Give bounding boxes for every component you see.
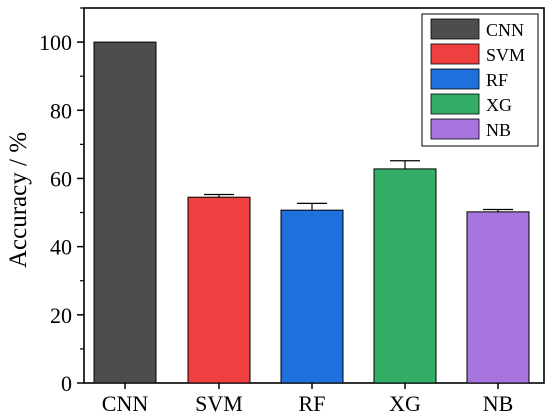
bar-svm — [187, 196, 251, 384]
legend-label-svm: SVM — [486, 45, 525, 65]
y-axis-title: Accuracy / % — [5, 132, 32, 268]
bar-cnn — [93, 41, 157, 384]
x-tick-label-cnn: CNN — [102, 391, 149, 416]
y-tick-label-0: 0 — [61, 371, 72, 396]
x-tick-label-rf: RF — [299, 391, 326, 416]
bar-xg — [373, 168, 437, 384]
legend-swatch-xg — [430, 93, 480, 115]
legend-label-cnn: CNN — [486, 20, 524, 40]
legend-label-nb: NB — [486, 120, 511, 140]
legend-swatch-svm — [430, 43, 480, 65]
legend-label-xg: XG — [486, 95, 512, 115]
plot-area: 0 20 40 60 80 100 CNN SVM RF XG NB CNN SVM RF XG NB — [39, 7, 545, 416]
x-tick-label-svm: SVM — [195, 391, 243, 416]
legend-label-rf: RF — [486, 70, 508, 90]
y-tick-label-100: 100 — [39, 30, 72, 55]
bar-nb — [466, 211, 530, 384]
y-tick-label-80: 80 — [50, 98, 72, 123]
x-tick-label-nb: NB — [483, 391, 514, 416]
y-tick-label-60: 60 — [50, 166, 72, 191]
y-tick-label-20: 20 — [50, 303, 72, 328]
legend-swatch-rf — [430, 68, 480, 90]
y-tick-label-40: 40 — [50, 235, 72, 260]
bar-rf — [280, 209, 344, 384]
x-tick-label-xg: XG — [389, 391, 421, 416]
legend-swatch-nb — [430, 118, 480, 140]
legend-swatch-cnn — [430, 18, 480, 40]
